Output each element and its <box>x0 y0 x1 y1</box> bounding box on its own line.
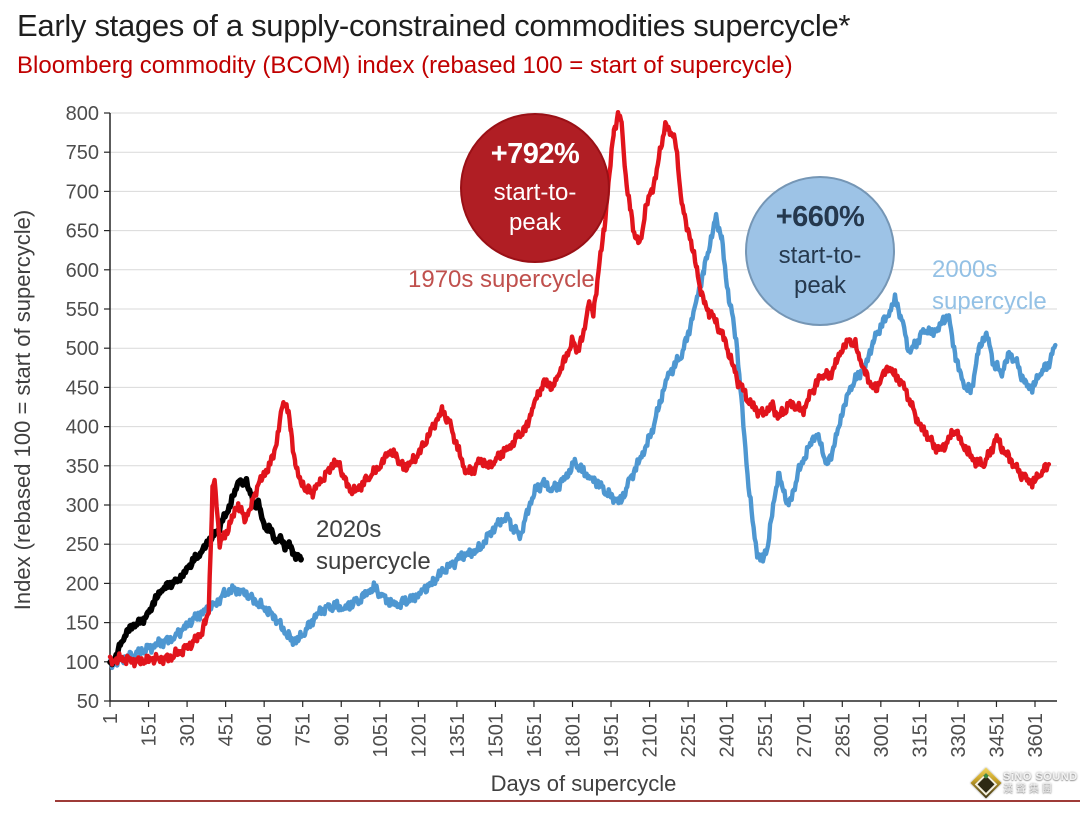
y-tick-label: 200 <box>66 573 99 595</box>
y-tick-label: 450 <box>66 377 99 399</box>
series-line-2020s-supercycle <box>107 475 304 668</box>
y-tick-label: 300 <box>66 495 99 517</box>
x-tick-label: 751 <box>293 713 315 746</box>
y-tick-label: 500 <box>66 338 99 360</box>
series-label-2000s: 2000s supercycle <box>932 254 1047 318</box>
bottom-divider-line <box>55 800 1080 802</box>
series-line-2000s-supercycle <box>107 211 1058 671</box>
y-tick-label: 150 <box>66 613 99 635</box>
y-tick-label: 800 <box>66 103 99 125</box>
x-tick-label: 1 <box>100 713 122 724</box>
page-title: Early stages of a supply-constrained com… <box>17 8 851 43</box>
annotation-2000s-percent: +660% <box>775 201 865 233</box>
x-tick-label: 2101 <box>640 713 662 758</box>
series-label-2020s: 2020s supercycle <box>316 514 431 578</box>
x-tick-label: 901 <box>331 713 353 746</box>
y-axis-title: Index (rebased 100 = start of supercycle… <box>10 210 35 611</box>
series-label-1970s: 1970s supercycle <box>408 266 595 293</box>
y-tick-label: 100 <box>66 652 99 674</box>
x-tick-label: 451 <box>216 713 238 746</box>
page-subtitle: Bloomberg commodity (BCOM) index (rebase… <box>17 52 793 79</box>
x-tick-label: 1801 <box>563 713 585 758</box>
x-tick-label: 2401 <box>717 713 739 758</box>
x-axis-title: Days of supercycle <box>491 771 677 796</box>
annotation-circle-2000s-peak: +660% start-to- peak <box>745 176 895 326</box>
x-tick-label: 1351 <box>447 713 469 758</box>
y-tick-label: 50 <box>77 691 99 713</box>
annotation-2000s-line2: peak <box>793 272 847 299</box>
x-tick-label: 3451 <box>986 713 1008 758</box>
watermark: SiNO SOUND 漢聲集團 <box>970 767 1078 799</box>
series-label-2000s-line1: 2000s <box>932 256 998 283</box>
x-tick-label: 3601 <box>1025 713 1047 758</box>
x-tick-label: 1201 <box>408 713 430 758</box>
x-tick-label: 601 <box>254 713 276 746</box>
y-tick-label: 700 <box>66 181 99 203</box>
y-tick-label: 350 <box>66 456 99 478</box>
x-tick-label: 2851 <box>832 713 854 758</box>
y-tick-label: 750 <box>66 142 99 164</box>
y-tick-label: 400 <box>66 417 99 439</box>
x-tick-label: 1051 <box>370 713 392 758</box>
annotation-1970s-line2: peak <box>508 209 562 236</box>
x-tick-label: 301 <box>177 713 199 746</box>
y-tick-label: 600 <box>66 260 99 282</box>
annotation-1970s-line1: start-to- <box>493 179 577 206</box>
annotation-2000s-line1: start-to- <box>778 242 862 269</box>
watermark-brand-cn: 漢聲集團 <box>1003 783 1055 795</box>
sino-sound-logo-icon <box>970 767 1002 799</box>
x-tick-label: 3001 <box>871 713 893 758</box>
x-tick-label: 2551 <box>755 713 777 758</box>
series-label-2000s-line2: supercycle <box>932 288 1047 315</box>
series-line-1970s-supercycle <box>107 110 1052 669</box>
x-tick-label: 3301 <box>948 713 970 758</box>
y-tick-label: 650 <box>66 221 99 243</box>
x-tick-label: 2701 <box>794 713 816 758</box>
annotation-circle-1970s-peak: +792% start-to- peak <box>460 113 610 263</box>
series-label-2020s-line1: 2020s <box>316 516 382 543</box>
watermark-brand: SiNO SOUND <box>1003 771 1078 783</box>
x-tick-label: 3151 <box>909 713 931 758</box>
y-tick-label: 250 <box>66 534 99 556</box>
x-tick-label: 2251 <box>678 713 700 758</box>
x-tick-label: 1651 <box>524 713 546 758</box>
x-tick-label: 151 <box>139 713 161 746</box>
series-label-2020s-line2: supercycle <box>316 548 431 575</box>
annotation-1970s-percent: +792% <box>490 138 580 170</box>
y-tick-label: 550 <box>66 299 99 321</box>
x-tick-label: 1501 <box>485 713 507 758</box>
x-tick-label: 1951 <box>601 713 623 758</box>
